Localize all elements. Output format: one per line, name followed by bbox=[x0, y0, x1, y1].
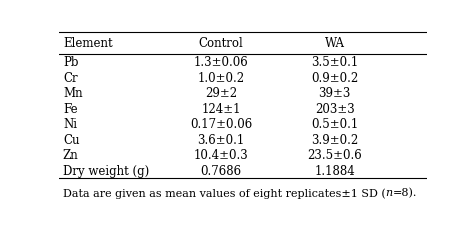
Text: Data are given as mean values of eight replicates±1 SD (: Data are given as mean values of eight r… bbox=[63, 188, 386, 199]
Text: Fe: Fe bbox=[63, 103, 78, 116]
Text: 1.0±0.2: 1.0±0.2 bbox=[197, 72, 245, 85]
Text: 124±1: 124±1 bbox=[201, 103, 241, 116]
Text: 3.9±0.2: 3.9±0.2 bbox=[311, 134, 358, 147]
Text: 3.6±0.1: 3.6±0.1 bbox=[197, 134, 245, 147]
Text: Dry weight (g): Dry weight (g) bbox=[63, 165, 149, 178]
Text: Mn: Mn bbox=[63, 87, 82, 100]
Text: =8).: =8). bbox=[393, 188, 417, 198]
Text: Cr: Cr bbox=[63, 72, 78, 85]
Text: 0.9±0.2: 0.9±0.2 bbox=[311, 72, 358, 85]
Text: Ni: Ni bbox=[63, 118, 77, 131]
Text: Cu: Cu bbox=[63, 134, 80, 147]
Text: 23.5±0.6: 23.5±0.6 bbox=[307, 149, 362, 163]
Text: Zn: Zn bbox=[63, 149, 79, 163]
Text: 0.17±0.06: 0.17±0.06 bbox=[190, 118, 252, 131]
Text: 203±3: 203±3 bbox=[315, 103, 355, 116]
Text: Pb: Pb bbox=[63, 56, 78, 69]
Text: WA: WA bbox=[325, 37, 345, 50]
Text: Element: Element bbox=[63, 37, 112, 50]
Text: 1.3±0.06: 1.3±0.06 bbox=[193, 56, 248, 69]
Text: 0.7686: 0.7686 bbox=[201, 165, 241, 178]
Text: n: n bbox=[386, 188, 393, 198]
Text: 0.5±0.1: 0.5±0.1 bbox=[311, 118, 358, 131]
Text: 29±2: 29±2 bbox=[205, 87, 237, 100]
Text: 10.4±0.3: 10.4±0.3 bbox=[193, 149, 248, 163]
Text: Control: Control bbox=[199, 37, 243, 50]
Text: 1.1884: 1.1884 bbox=[314, 165, 355, 178]
Text: 3.5±0.1: 3.5±0.1 bbox=[311, 56, 358, 69]
Text: 39±3: 39±3 bbox=[319, 87, 351, 100]
